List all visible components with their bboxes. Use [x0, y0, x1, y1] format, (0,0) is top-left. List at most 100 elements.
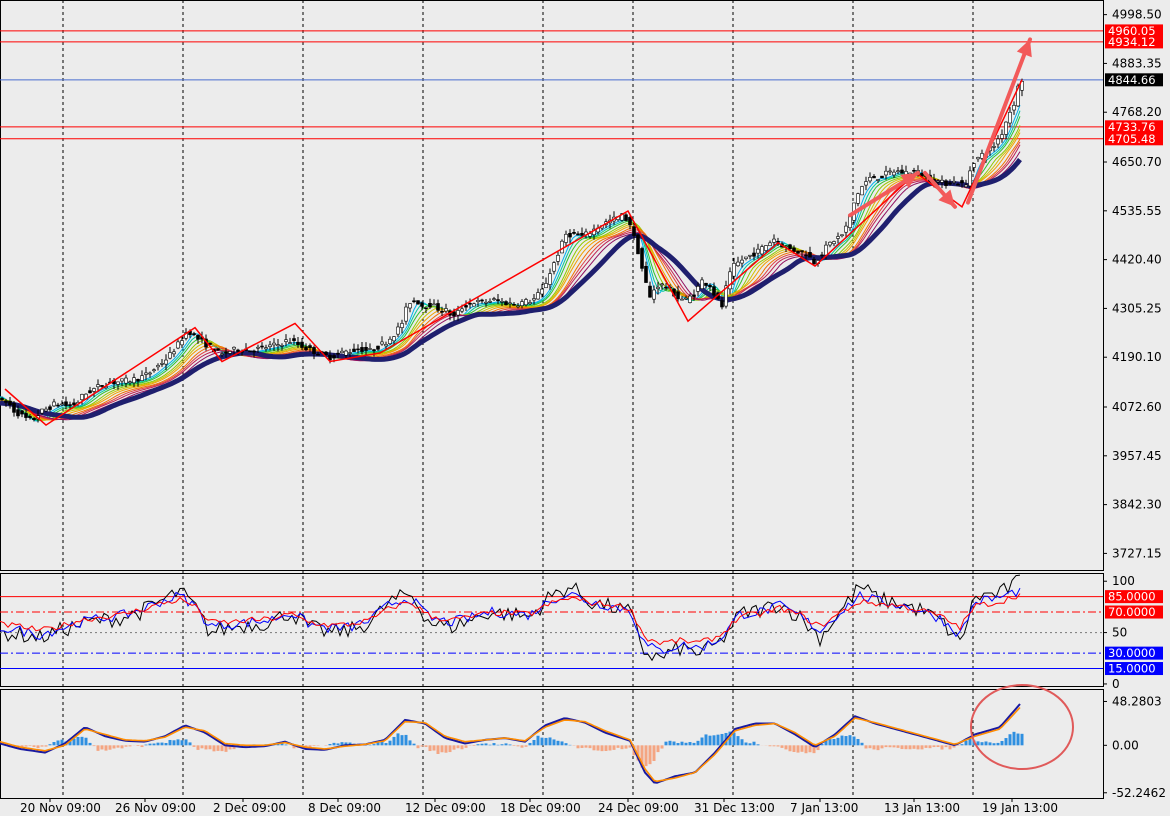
histogram-bar — [980, 742, 984, 746]
candle-body — [536, 292, 540, 300]
histogram-bar — [380, 741, 384, 746]
histogram-bar — [340, 742, 344, 746]
candle-body — [136, 379, 140, 382]
candle-body — [304, 346, 308, 351]
candle-body — [356, 348, 360, 351]
candle-body — [692, 294, 696, 297]
osc1-axis-label: 50 — [1112, 626, 1127, 640]
histogram-bar — [912, 745, 916, 749]
candle-body — [248, 350, 252, 353]
histogram-bar — [652, 745, 656, 761]
candle-body — [372, 349, 376, 352]
candle-body — [60, 403, 64, 406]
histogram-bar — [44, 745, 48, 747]
histogram-bar — [160, 742, 164, 746]
histogram-bar — [888, 745, 892, 748]
candle-body — [540, 288, 544, 295]
histogram-bar — [456, 745, 460, 749]
histogram-bar — [736, 736, 740, 746]
candle-body — [496, 299, 500, 302]
histogram-bar — [232, 745, 236, 750]
histogram-bar — [180, 740, 184, 746]
candle-body — [128, 381, 132, 384]
candle-body — [116, 381, 120, 385]
histogram-bar — [648, 745, 652, 765]
histogram-bar — [988, 742, 992, 746]
candle-body — [172, 351, 176, 355]
histogram-bar — [188, 742, 192, 746]
trend-arrow-head — [1016, 39, 1032, 58]
osc1-series-line — [0, 574, 1021, 662]
candle-body — [396, 326, 400, 335]
candle-body — [376, 345, 380, 350]
histogram-bar — [884, 745, 888, 748]
price-axis-label: 4420.40 — [1112, 253, 1162, 267]
osc2-axis-label: -52.2462 — [1112, 786, 1166, 800]
panel-border-osc1 — [0, 573, 1104, 687]
histogram-bar — [896, 745, 900, 748]
osc1-level-badge — [1105, 590, 1163, 604]
candle-body — [336, 352, 340, 355]
candle-body — [552, 262, 556, 272]
histogram-bar — [580, 745, 584, 748]
histogram-bar — [504, 743, 508, 746]
candle-body — [444, 308, 448, 312]
histogram-bar — [372, 744, 376, 746]
zigzag-line — [4, 79, 1023, 427]
histogram-bar — [588, 745, 592, 749]
histogram-bar — [948, 745, 952, 750]
histogram-bar — [1020, 733, 1024, 746]
candle-body — [900, 169, 904, 174]
histogram-bar — [200, 745, 204, 749]
histogram-bar — [552, 739, 556, 746]
candle-body — [440, 310, 444, 313]
candle-body — [888, 170, 892, 173]
candle-body — [484, 301, 488, 304]
histogram-bar — [856, 738, 860, 746]
histogram-bar — [400, 735, 404, 746]
candle-body — [880, 175, 884, 179]
candle-body — [360, 347, 364, 352]
histogram-bar — [516, 745, 520, 747]
slow-ma-line — [0, 158, 1022, 420]
histogram-bar — [892, 745, 896, 748]
histogram-bar — [924, 745, 928, 748]
histogram-bar — [76, 736, 80, 746]
histogram-bar — [496, 744, 500, 746]
histogram-bar — [500, 744, 504, 746]
candle-body — [156, 365, 160, 368]
candle-body — [404, 306, 408, 322]
candle-body — [876, 179, 880, 181]
histogram-bar — [692, 742, 696, 746]
candle-body — [792, 247, 796, 252]
histogram-bar — [656, 745, 660, 753]
candle-body — [580, 232, 584, 236]
histogram-bar — [36, 745, 40, 749]
histogram-bar — [604, 745, 608, 751]
histogram-bar — [748, 743, 752, 746]
candle-body — [80, 394, 84, 401]
histogram-bar — [424, 745, 428, 747]
price-level-badge — [1105, 35, 1163, 49]
price-level-badge-label: 4934.12 — [1108, 35, 1156, 49]
histogram-bar — [488, 744, 492, 746]
histogram-bar — [960, 744, 964, 746]
histogram-bar — [800, 745, 804, 752]
histogram-bar — [440, 745, 444, 753]
candle-body — [576, 233, 580, 236]
histogram-bar — [740, 739, 744, 746]
histogram-bar — [436, 745, 440, 755]
candle-body — [216, 348, 220, 351]
histogram-bar — [480, 743, 484, 746]
candle-body — [652, 289, 656, 300]
candle-body — [804, 254, 808, 257]
candle-body — [300, 341, 304, 348]
histogram-bar — [928, 745, 932, 749]
candle-body — [196, 334, 200, 340]
histogram-bar — [376, 742, 380, 746]
candle-body — [812, 258, 816, 265]
histogram-bar — [528, 742, 532, 746]
candle-body — [132, 377, 136, 384]
histogram-bar — [196, 745, 200, 750]
histogram-bar — [548, 737, 552, 746]
